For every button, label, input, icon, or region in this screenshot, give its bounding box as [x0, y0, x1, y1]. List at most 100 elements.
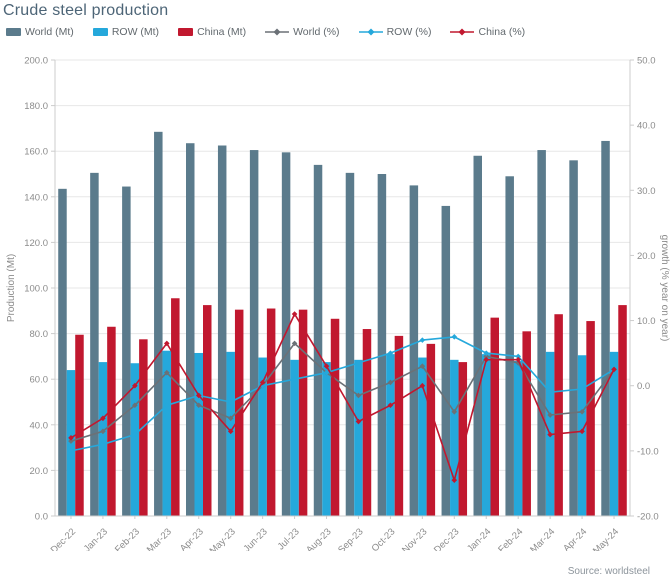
- data-point-marker: [195, 392, 202, 399]
- bar: [482, 354, 491, 516]
- data-point-marker: [483, 350, 490, 356]
- bar: [186, 143, 195, 516]
- x-tick-label: Jun-23: [241, 526, 269, 551]
- data-point-marker: [291, 311, 298, 317]
- data-point-marker: [68, 438, 74, 444]
- bar: [609, 351, 619, 516]
- legend-label: World (Mt): [25, 26, 74, 38]
- data-point-marker: [611, 366, 617, 373]
- data-point-marker: [579, 408, 585, 415]
- svg-text:0.0: 0.0: [35, 512, 48, 523]
- data-point-marker: [259, 379, 266, 386]
- legend-label: ROW (%): [386, 26, 432, 38]
- bar: [426, 343, 436, 516]
- data-point-marker: [515, 356, 521, 363]
- data-point-marker: [68, 435, 74, 441]
- left-axis-title: Production (Mt): [6, 254, 17, 322]
- legend-item-world[interactable]: World (%): [265, 26, 340, 38]
- bar: [377, 174, 387, 516]
- bar: [234, 309, 244, 516]
- bar: [162, 350, 172, 516]
- svg-text:100.0: 100.0: [24, 284, 48, 295]
- legend-item-world-mt[interactable]: World (Mt): [6, 26, 74, 38]
- x-tick-label: Sep-23: [336, 526, 365, 551]
- svg-text:160.0: 160.0: [24, 147, 48, 158]
- data-point-marker: [100, 441, 106, 448]
- x-tick-label: Nov-23: [400, 526, 429, 551]
- data-point-marker: [323, 363, 330, 369]
- bar: [171, 298, 180, 516]
- legend-item-row[interactable]: ROW (%): [358, 26, 432, 38]
- legend-label: ROW (Mt): [111, 26, 160, 38]
- x-tick-label: Apr-24: [561, 526, 589, 551]
- data-point-marker: [355, 360, 362, 366]
- data-point-marker: [195, 402, 202, 409]
- x-tick-label: May-24: [591, 526, 621, 551]
- x-tick-label: Feb-24: [496, 526, 525, 551]
- data-point-marker: [355, 392, 362, 399]
- x-tick-label: Aug-23: [304, 526, 333, 551]
- legend-swatch-icon: [92, 28, 108, 36]
- bar: [354, 359, 363, 516]
- svg-text:20.0: 20.0: [30, 466, 49, 477]
- legend-item-china-mt[interactable]: China (Mt): [178, 26, 246, 38]
- x-tick-label: Oct-23: [370, 526, 398, 551]
- data-point-marker: [355, 418, 362, 425]
- bar: [298, 309, 308, 516]
- bar: [458, 362, 468, 516]
- bar: [505, 176, 514, 516]
- x-tick-label: May-23: [208, 526, 238, 551]
- legend-line-marker-icon: [358, 28, 383, 36]
- data-point-marker: [579, 428, 585, 435]
- bar: [513, 360, 523, 516]
- x-tick-label: Dec-22: [49, 526, 78, 551]
- bar: [330, 318, 340, 516]
- bar: [258, 357, 267, 516]
- bar: [98, 362, 108, 516]
- legend-swatch-icon: [6, 28, 21, 36]
- legend-label: World (%): [293, 26, 340, 38]
- x-tick-label: Apr-23: [178, 526, 206, 551]
- data-point-marker: [132, 431, 138, 438]
- bar: [586, 321, 595, 516]
- svg-text:10.0: 10.0: [637, 316, 656, 327]
- svg-text:40.0: 40.0: [637, 121, 656, 132]
- svg-text:50.0: 50.0: [637, 56, 656, 67]
- bar: [618, 305, 627, 516]
- bar: [322, 362, 331, 516]
- bar: [313, 164, 323, 516]
- data-point-marker: [451, 334, 458, 340]
- legend-line-marker-icon: [450, 28, 475, 36]
- svg-text:80.0: 80.0: [30, 329, 49, 340]
- data-point-marker: [227, 399, 234, 405]
- bar: [249, 150, 259, 516]
- bar: [554, 314, 563, 516]
- bar: [154, 131, 163, 516]
- data-point-marker: [451, 408, 458, 415]
- bar: [75, 334, 84, 516]
- chart-area: 0.0 20.0 40.0 60.0 80.0 100.0 120.0 140.0 160.0 1…: [0, 46, 672, 557]
- data-point-marker: [291, 376, 298, 382]
- bar: [203, 305, 212, 516]
- bar: [473, 155, 482, 516]
- bar: [522, 331, 531, 516]
- svg-text:-10.0: -10.0: [637, 446, 659, 457]
- data-point-marker: [483, 356, 490, 363]
- bar: [130, 363, 140, 516]
- data-point-marker: [451, 477, 458, 483]
- legend-item-china[interactable]: China (%): [450, 26, 525, 38]
- data-point-marker: [483, 353, 490, 360]
- data-point-marker: [323, 369, 330, 376]
- bar: [58, 188, 67, 516]
- data-point-marker: [164, 369, 170, 376]
- bar: [450, 359, 459, 516]
- bar: [362, 329, 372, 516]
- legend-item-row-mt[interactable]: ROW (Mt): [92, 26, 160, 38]
- bar: [290, 359, 299, 516]
- bar: [409, 185, 419, 516]
- data-point-marker: [515, 360, 521, 366]
- x-tick-label: Mar-24: [528, 526, 557, 551]
- data-point-marker: [419, 363, 426, 369]
- bars-china-mt: [75, 298, 627, 516]
- data-point-marker: [132, 402, 138, 409]
